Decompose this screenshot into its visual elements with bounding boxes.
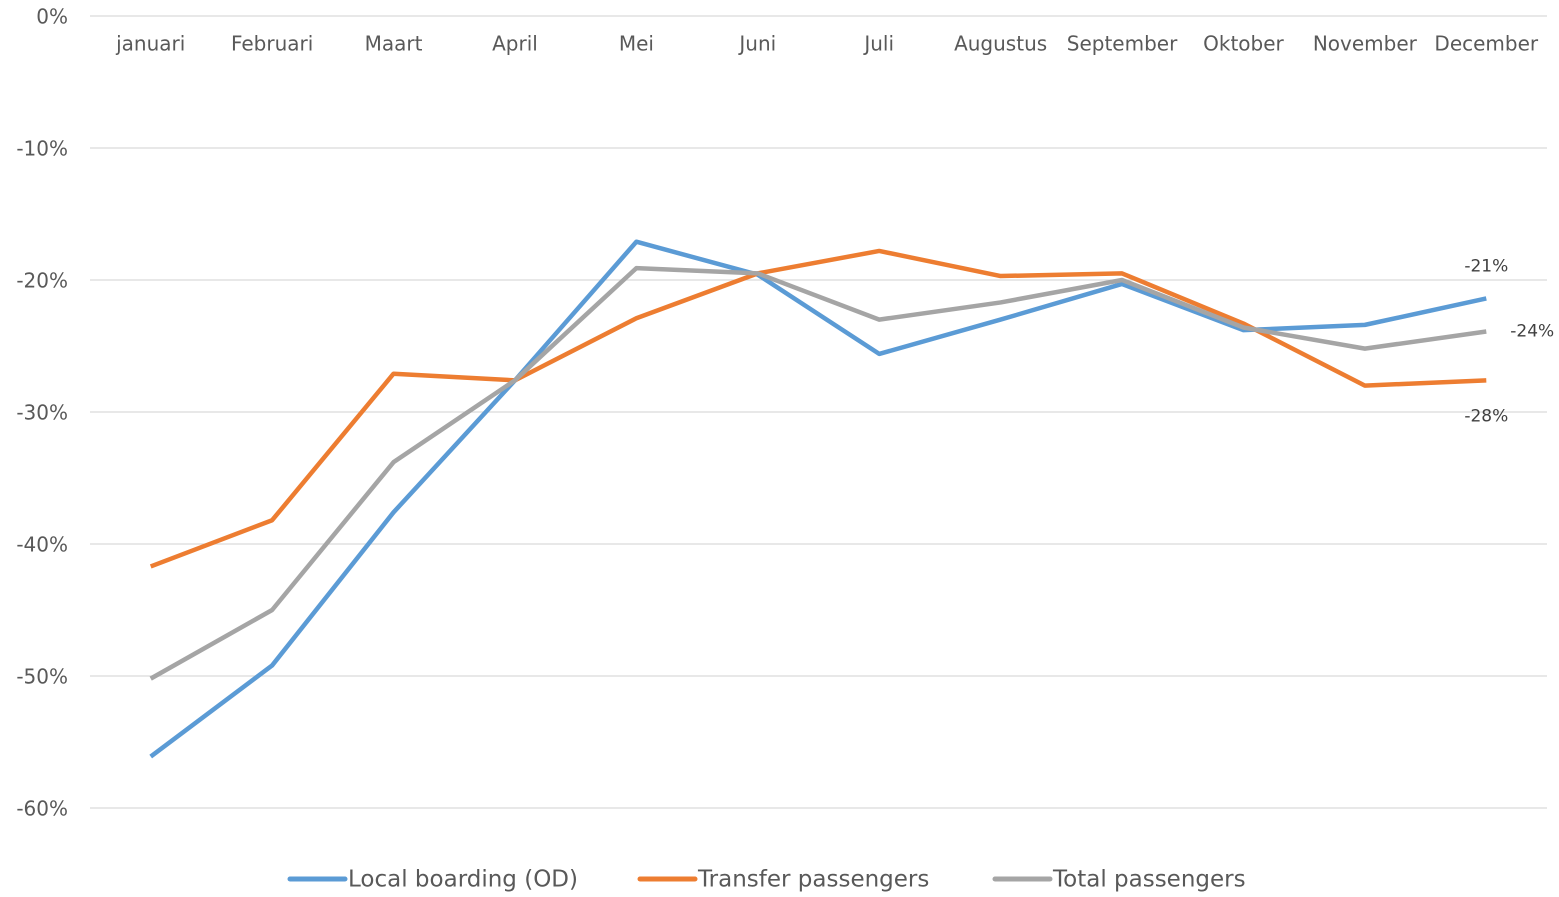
y-tick-label: -60% <box>16 797 68 821</box>
x-tick-label: Juni <box>737 32 776 56</box>
y-tick-label: -40% <box>16 533 68 557</box>
y-tick-label: -10% <box>16 137 68 161</box>
data-label: -24% <box>1510 321 1554 341</box>
legend-label: Transfer passengers <box>697 867 929 893</box>
y-tick-label: -30% <box>16 401 68 425</box>
y-tick-label: -20% <box>16 269 68 293</box>
legend-label: Total passengers <box>1052 867 1246 893</box>
series-line <box>149 248 1487 569</box>
data-label: -21% <box>1464 256 1508 276</box>
x-tick-label: December <box>1434 32 1538 56</box>
x-tick-label: April <box>492 32 538 56</box>
x-tick-label: Juli <box>862 32 894 56</box>
x-tick-label: Maart <box>365 32 423 56</box>
legend-label: Local boarding (OD) <box>348 867 578 893</box>
x-tick-label: September <box>1067 32 1178 56</box>
x-tick-label: Februari <box>231 32 313 56</box>
data-label: -28% <box>1464 406 1508 426</box>
x-tick-label: januari <box>115 32 185 56</box>
x-tick-label: Oktober <box>1203 32 1284 56</box>
y-tick-label: 0% <box>36 5 68 29</box>
y-tick-label: -50% <box>16 665 68 689</box>
x-tick-label: Mei <box>619 32 654 56</box>
series-line <box>149 265 1487 681</box>
series-line <box>149 239 1487 759</box>
x-tick-label: Augustus <box>954 32 1047 56</box>
x-tick-label: November <box>1313 32 1418 56</box>
